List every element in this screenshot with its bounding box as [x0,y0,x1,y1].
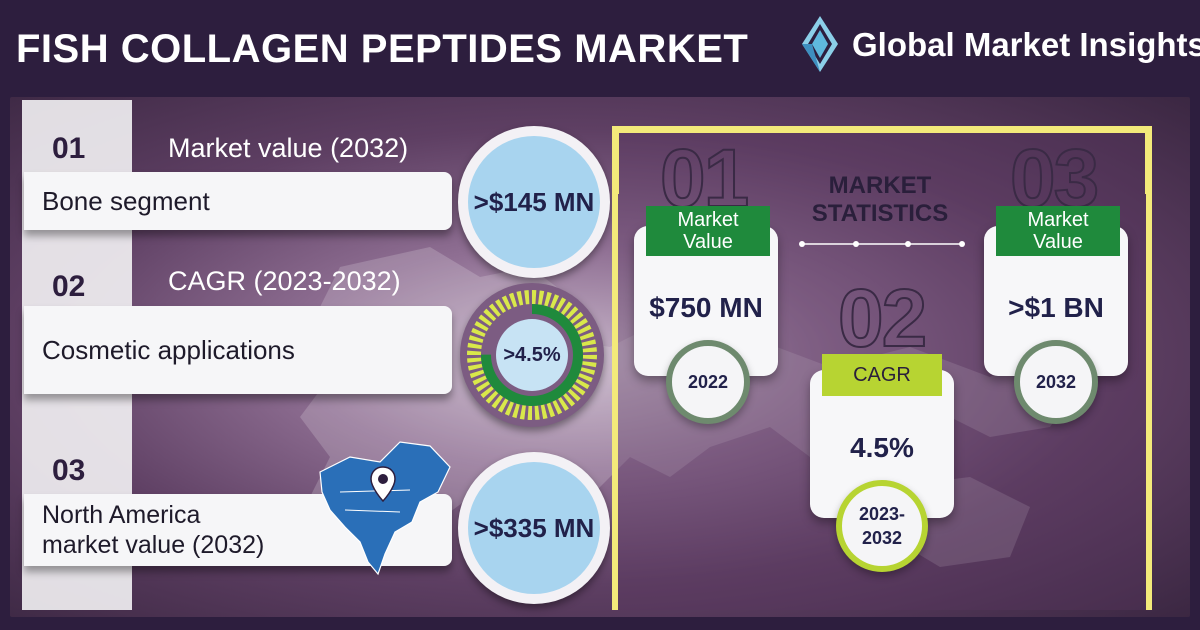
highlight-value-03: >$335 MN [468,462,600,594]
highlight-value-circle-02: >4.5% [460,283,604,427]
stat-ribbon-02: CAGR [822,354,942,396]
stats-frame-top [612,126,1152,194]
stat-year-01: 2022 [666,340,750,424]
highlight-value-circle-03: >$335 MN [458,452,610,604]
highlight-label-box-02: Cosmetic applications [24,306,452,394]
stats-title: MARKET STATISTICS [800,172,960,228]
stats-title-line1: MARKET [828,172,932,199]
brand-name: Global Market Insights [852,26,1200,63]
highlight-label-01: Bone segment [42,185,210,216]
stats-divider [799,241,965,247]
highlight-caption-02: CAGR (2023-2032) [168,266,401,296]
stat-ribbon-01-line1: Market [677,209,739,231]
highlight-label-box-01: Bone segment [24,172,452,230]
stat-ribbon-01-line2: Value [683,231,733,253]
stat-ribbon-01: Market Value [646,206,770,256]
diamond-logo-icon [802,16,838,72]
stat-value-03: >$1 BN [1008,292,1104,323]
highlight-label-03-line2: market value (2032) [42,531,265,559]
page-title: FISH COLLAGEN PEPTIDES MARKET [16,27,749,71]
stat-ribbon-03-line2: Value [1033,231,1083,253]
map-pin-icon [370,466,396,502]
brand-logo: Global Market Insights [790,14,1200,78]
highlight-caption-01: Market value (2032) [168,133,409,163]
highlight-label-03-line1: North America [42,501,201,529]
stat-year-03: 2032 [1014,340,1098,424]
header-bar: FISH COLLAGEN PEPTIDES MARKET Global Mar… [0,0,1200,95]
stat-value-01: $750 MN [649,292,763,323]
stat-year-02-line1: 2023- [858,504,906,524]
highlight-label-02: Cosmetic applications [42,334,295,365]
stat-bignum-02: 02 [837,272,928,365]
stat-ribbon-02-line1: CAGR [853,364,911,386]
highlight-number-01: 01 [52,132,86,165]
stat-ribbon-03-line1: Market [1027,209,1089,231]
cagr-ring [467,290,597,420]
stat-value-02: 4.5% [850,432,914,463]
highlight-value-01: >$145 MN [468,136,600,268]
stat-year-02-line2: 2032 [861,528,903,548]
highlight-number-03: 03 [52,454,86,487]
north-america-map-icon [319,441,451,576]
stat-year-02: 2023- 2032 [836,480,928,572]
stats-title-line2: STATISTICS [811,200,949,227]
stat-ribbon-03: Market Value [996,206,1120,256]
highlight-value-02: >4.5% [496,319,568,391]
highlight-value-circle-01: >$145 MN [458,126,610,278]
highlight-number-02: 02 [52,270,86,303]
